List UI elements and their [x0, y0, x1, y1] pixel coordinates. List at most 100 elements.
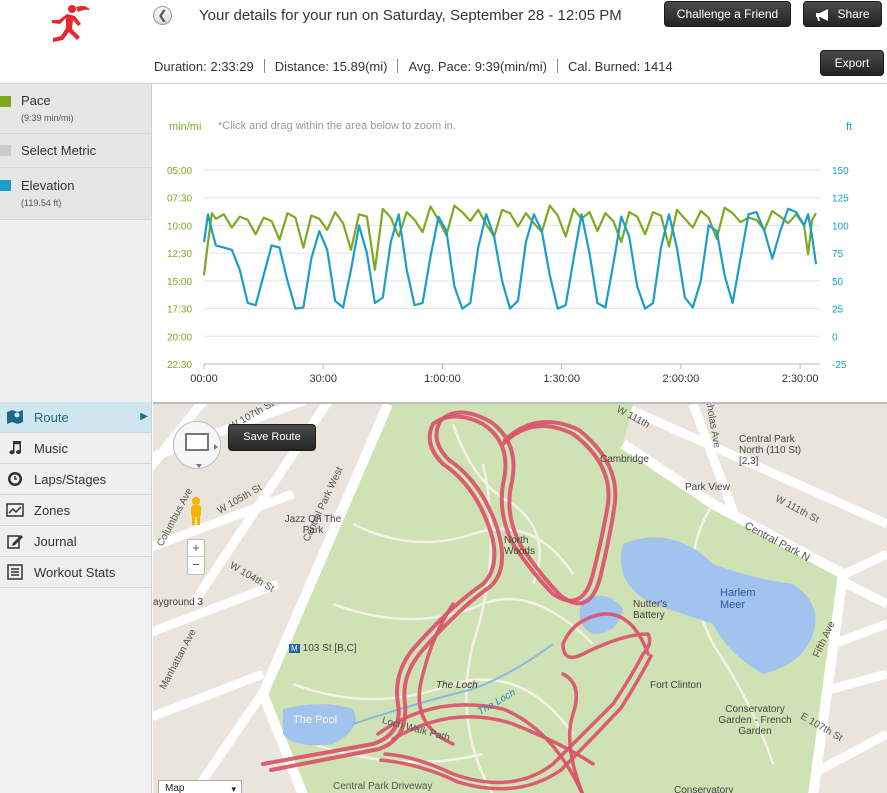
- divider: [397, 59, 399, 73]
- select-swatch: [0, 145, 11, 156]
- x-tick-label: 2:30:00: [782, 373, 819, 385]
- chart-area[interactable]: min/mi *Click and drag within the area b…: [153, 84, 887, 402]
- left-tick-label: 05:00: [167, 166, 192, 177]
- left-tick-label: 17:30: [167, 305, 192, 316]
- right-tick-label: 25: [832, 305, 844, 316]
- right-tick-label: 50: [832, 277, 844, 288]
- map-pan-control[interactable]: [173, 421, 221, 469]
- export-button[interactable]: Export: [820, 50, 884, 76]
- map-label-cambridge: Cambridge: [600, 454, 649, 465]
- left-tick-label: 22:30: [167, 360, 192, 371]
- zoom-in-button[interactable]: +: [188, 540, 204, 557]
- left-tick-label: 12:30: [167, 249, 192, 260]
- map-zoom-control: + −: [187, 539, 205, 575]
- right-tick-label: 0: [832, 332, 838, 343]
- map-label-park-view: Park View: [685, 482, 730, 493]
- metric-elevation-label: Elevation: [21, 178, 75, 193]
- map-type-select[interactable]: Map: [158, 780, 242, 793]
- divider: [556, 59, 558, 73]
- chevron-right-icon: ▶: [140, 411, 148, 422]
- nav-route[interactable]: Route ▶: [0, 402, 151, 433]
- map-label-cp-driveway: Central Park Driveway: [333, 781, 433, 792]
- metric-select[interactable]: Select Metric: [0, 134, 151, 168]
- x-tick-label: 1:30:00: [543, 373, 580, 385]
- map-label-the-loch: The Loch: [436, 680, 478, 691]
- chevron-left-icon: ❮: [157, 8, 168, 22]
- metric-elevation[interactable]: Elevation (119.54 ft): [0, 168, 151, 220]
- x-tick-label: 00:00: [190, 373, 218, 385]
- x-tick-label: 2:00:00: [663, 373, 700, 385]
- zones-icon: [6, 503, 24, 517]
- map-label-nutters: Nutter's Battery: [633, 599, 668, 621]
- challenge-friend-button[interactable]: Challenge a Friend: [664, 1, 791, 27]
- back-button[interactable]: ❮: [153, 6, 172, 25]
- page-title: Your details for your run on Saturday, S…: [199, 7, 622, 24]
- map-label-fort-clinton: Fort Clinton: [650, 680, 702, 691]
- runner-logo-icon: [52, 5, 90, 42]
- zoom-hint: *Click and drag within the area below to…: [218, 120, 456, 132]
- chart-ticks: 05:00 150 07:30 125 10:00 100 12:30 75 15:00 50 17…: [167, 166, 849, 385]
- list-icon: [7, 564, 23, 580]
- detail-nav: Route ▶ Music Laps/Stages Zones Journal …: [0, 402, 152, 793]
- stat-pace: Avg. Pace: 9:39(min/mi): [408, 58, 547, 74]
- the-loch-stream: [352, 643, 554, 725]
- map-label-the-pool: The Pool: [293, 714, 338, 726]
- left-tick-label: 07:30: [167, 194, 192, 205]
- left-tick-label: 20:00: [167, 332, 192, 343]
- the-pool: [283, 704, 356, 746]
- x-tick-label: 1:00:00: [424, 373, 461, 385]
- pace-series-line: [202, 204, 817, 276]
- map-label-playground: ayground 3: [153, 597, 204, 608]
- nav-workout-stats[interactable]: Workout Stats: [0, 557, 151, 588]
- right-axis-unit: ft: [846, 121, 852, 133]
- music-note-icon: [9, 441, 22, 455]
- street-view-pegman-icon[interactable]: [187, 496, 205, 526]
- metric-panel: Pace (9:39 min/mi) Select Metric Elevati…: [0, 84, 152, 402]
- stat-calories: Cal. Burned: 1414: [567, 58, 673, 74]
- nav-laps-label: Laps/Stages: [34, 472, 107, 487]
- right-tick-label: 100: [832, 221, 849, 232]
- map-label-conservatory: Conservatory Garden - French Garden: [718, 704, 792, 737]
- nav-zones[interactable]: Zones: [0, 495, 151, 526]
- megaphone-icon: [816, 8, 829, 21]
- stat-duration: Duration: 2:33:29: [154, 58, 254, 74]
- nav-route-label: Route: [34, 410, 69, 425]
- elevation-swatch: [0, 180, 11, 191]
- metric-select-label: Select Metric: [21, 143, 97, 158]
- right-tick-label: 150: [832, 166, 849, 177]
- nav-journal[interactable]: Journal: [0, 526, 151, 557]
- chart-series: [202, 204, 818, 310]
- pencil-icon: [7, 535, 23, 549]
- share-label: Share: [837, 7, 870, 21]
- map-label-north-woods: North Woods: [504, 535, 535, 557]
- metric-pace-value: (9:39 min/mi): [21, 113, 74, 123]
- nav-workout-stats-label: Workout Stats: [34, 565, 116, 580]
- pace-swatch: [0, 96, 11, 107]
- map-label-harlem-meer: Harlem Meer: [720, 587, 756, 611]
- metric-pace[interactable]: Pace (9:39 min/mi): [0, 84, 151, 134]
- nav-music[interactable]: Music: [0, 433, 151, 464]
- elevation-series-line: [202, 207, 818, 310]
- harlem-meer: [621, 537, 816, 674]
- header: ❮ Your details for your run on Saturday,…: [0, 0, 887, 84]
- subway-icon: M: [289, 644, 300, 653]
- share-button[interactable]: Share: [803, 1, 882, 27]
- map-label-conservatory-2: Conservatory: [674, 785, 734, 793]
- stat-distance: Distance: 15.89(mi): [274, 58, 388, 74]
- route-map[interactable]: W 107th St W 105th St W 104th St Columbu…: [153, 402, 887, 793]
- map-canvas[interactable]: [153, 404, 887, 793]
- left-tick-label: 10:00: [167, 221, 192, 232]
- pace-elevation-chart[interactable]: min/mi *Click and drag within the area b…: [153, 84, 887, 402]
- run-stats: Duration: 2:33:29 Distance: 15.89(mi) Av…: [154, 57, 673, 75]
- pan-arrows-icon: [185, 433, 218, 468]
- zoom-out-button[interactable]: −: [192, 557, 200, 572]
- left-axis-unit: min/mi: [169, 121, 201, 133]
- x-tick-label: 30:00: [309, 373, 337, 385]
- divider: [263, 59, 265, 73]
- map-label-station-103: M 103 St [B,C]: [289, 643, 357, 654]
- save-route-button[interactable]: Save Route: [228, 424, 316, 451]
- nav-laps[interactable]: Laps/Stages: [0, 464, 151, 495]
- right-tick-label: 75: [832, 249, 844, 260]
- chart-grid: [204, 169, 820, 365]
- left-tick-label: 15:00: [167, 277, 192, 288]
